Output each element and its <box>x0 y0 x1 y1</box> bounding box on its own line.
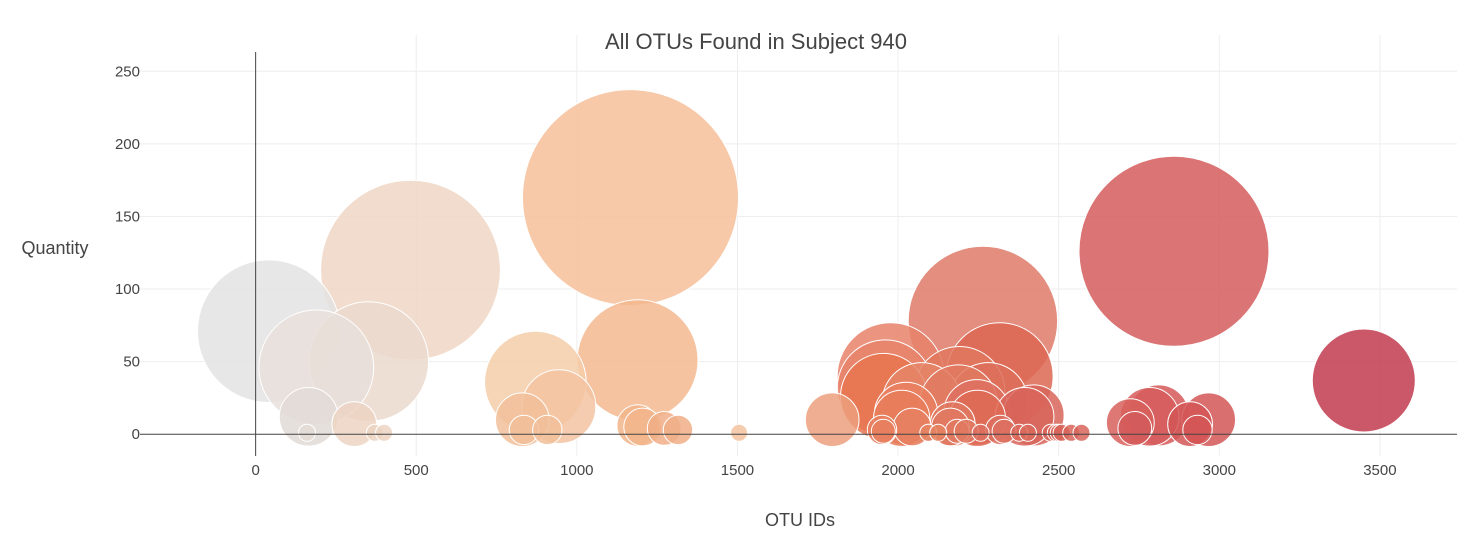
x-tick-label: 2000 <box>881 462 914 479</box>
x-tick-label: 1500 <box>721 462 754 479</box>
y-tick-label: 100 <box>115 281 140 298</box>
x-tick-label: 3500 <box>1363 462 1396 479</box>
bubble-point[interactable] <box>532 414 563 446</box>
x-axis-label: OTU IDs <box>765 510 835 530</box>
y-tick-label: 200 <box>115 136 140 153</box>
x-tick-label: 0 <box>251 462 259 479</box>
y-tick-label: 0 <box>132 426 140 443</box>
x-tick-label: 500 <box>404 462 429 479</box>
bubble-point[interactable] <box>1072 423 1091 442</box>
bubble-point[interactable] <box>522 89 739 307</box>
bubble-point[interactable] <box>1311 328 1416 433</box>
bubble-point[interactable] <box>298 423 316 442</box>
bubble-point[interactable] <box>1117 411 1153 446</box>
bubble-point[interactable] <box>730 423 749 442</box>
chart-title: All OTUs Found in Subject 940 <box>605 29 907 54</box>
bubble-point[interactable] <box>1078 155 1270 347</box>
bubble-point[interactable] <box>804 392 860 448</box>
bubble-point[interactable] <box>870 418 896 444</box>
bubble-point[interactable] <box>662 414 694 446</box>
bubble-point[interactable] <box>1018 423 1037 442</box>
y-tick-label: 50 <box>123 354 140 371</box>
x-tick-label: 3000 <box>1203 462 1236 479</box>
bubble-series <box>196 89 1416 448</box>
bubble-point[interactable] <box>375 423 394 442</box>
y-axis-label: Quantity <box>21 238 88 258</box>
bubble-point[interactable] <box>1182 414 1213 446</box>
y-tick-label: 250 <box>115 63 140 80</box>
axes: 0 500 1000 1500 2000 2500 3000 3500 0 50 100 150 200… <box>115 52 1457 479</box>
y-tick-label: 150 <box>115 208 140 225</box>
x-tick-label: 1000 <box>560 462 593 479</box>
x-tick-label: 2500 <box>1042 462 1075 479</box>
bubble-point[interactable] <box>929 423 948 442</box>
bubble-point[interactable] <box>971 423 990 442</box>
